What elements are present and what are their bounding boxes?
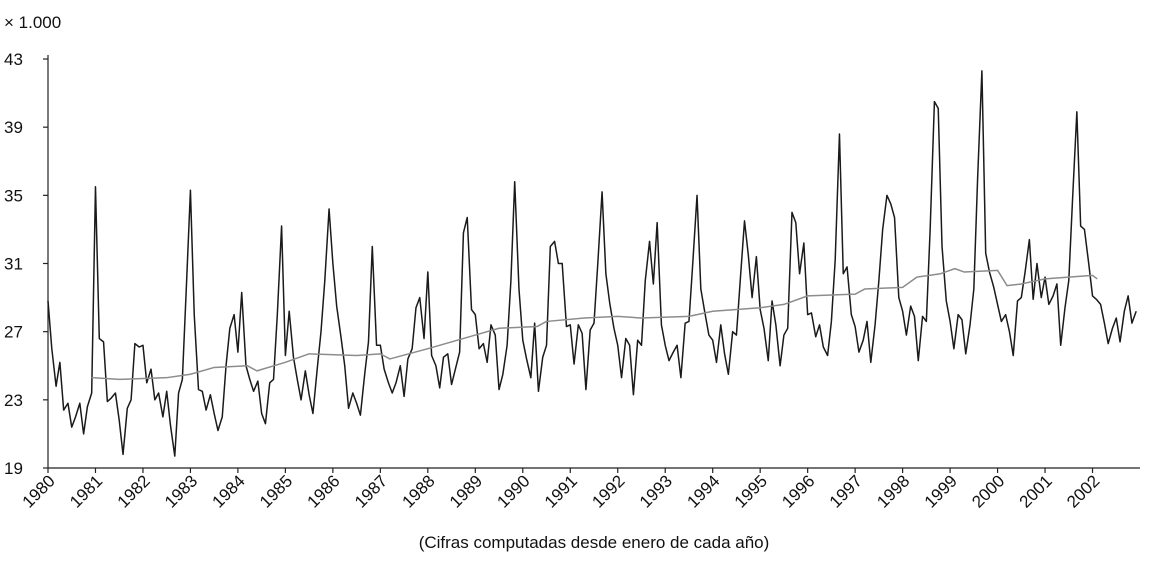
x-tick-label: 2002 bbox=[1063, 471, 1103, 511]
x-tick-label: 1981 bbox=[66, 471, 106, 511]
x-tick-label: 1991 bbox=[541, 471, 581, 511]
x-tick-label: 1990 bbox=[493, 471, 533, 511]
y-tick-label: 23 bbox=[4, 391, 23, 410]
x-tick-label: 1985 bbox=[256, 471, 296, 511]
x-tick-label: 1980 bbox=[19, 471, 59, 511]
x-tick-label: 1988 bbox=[398, 471, 438, 511]
x-tick-label: 1998 bbox=[873, 471, 913, 511]
x-tick-label: 1997 bbox=[826, 471, 866, 511]
series-line bbox=[47, 70, 1137, 457]
x-tick-label: 1984 bbox=[209, 471, 249, 511]
x-tick-label: 1992 bbox=[588, 471, 628, 511]
y-tick-label: 35 bbox=[4, 186, 23, 205]
x-tick-label: 1986 bbox=[304, 471, 344, 511]
x-tick-label: 2000 bbox=[968, 471, 1008, 511]
series-line bbox=[91, 267, 1098, 381]
x-tick-label: 1996 bbox=[778, 471, 818, 511]
x-tick-label: 1995 bbox=[731, 471, 771, 511]
x-tick-label: 1983 bbox=[161, 471, 201, 511]
y-tick-label: 27 bbox=[4, 323, 23, 342]
y-tick-label: 43 bbox=[4, 50, 23, 69]
y-tick-label: 31 bbox=[4, 255, 23, 274]
x-tick-label: 1999 bbox=[921, 471, 961, 511]
x-tick-label: 1989 bbox=[446, 471, 486, 511]
x-tick-label: 1987 bbox=[351, 471, 391, 511]
y-tick-label: 19 bbox=[4, 459, 23, 478]
y-tick-label: 39 bbox=[4, 118, 23, 137]
x-tick-label: 1993 bbox=[636, 471, 676, 511]
unit-label: × 1.000 bbox=[4, 13, 61, 32]
x-axis-label: (Cifras computadas desde enero de cada a… bbox=[419, 533, 770, 552]
x-tick-label: 1994 bbox=[683, 471, 723, 511]
x-tick-label: 2001 bbox=[1016, 471, 1056, 511]
x-tick-label: 1982 bbox=[114, 471, 154, 511]
